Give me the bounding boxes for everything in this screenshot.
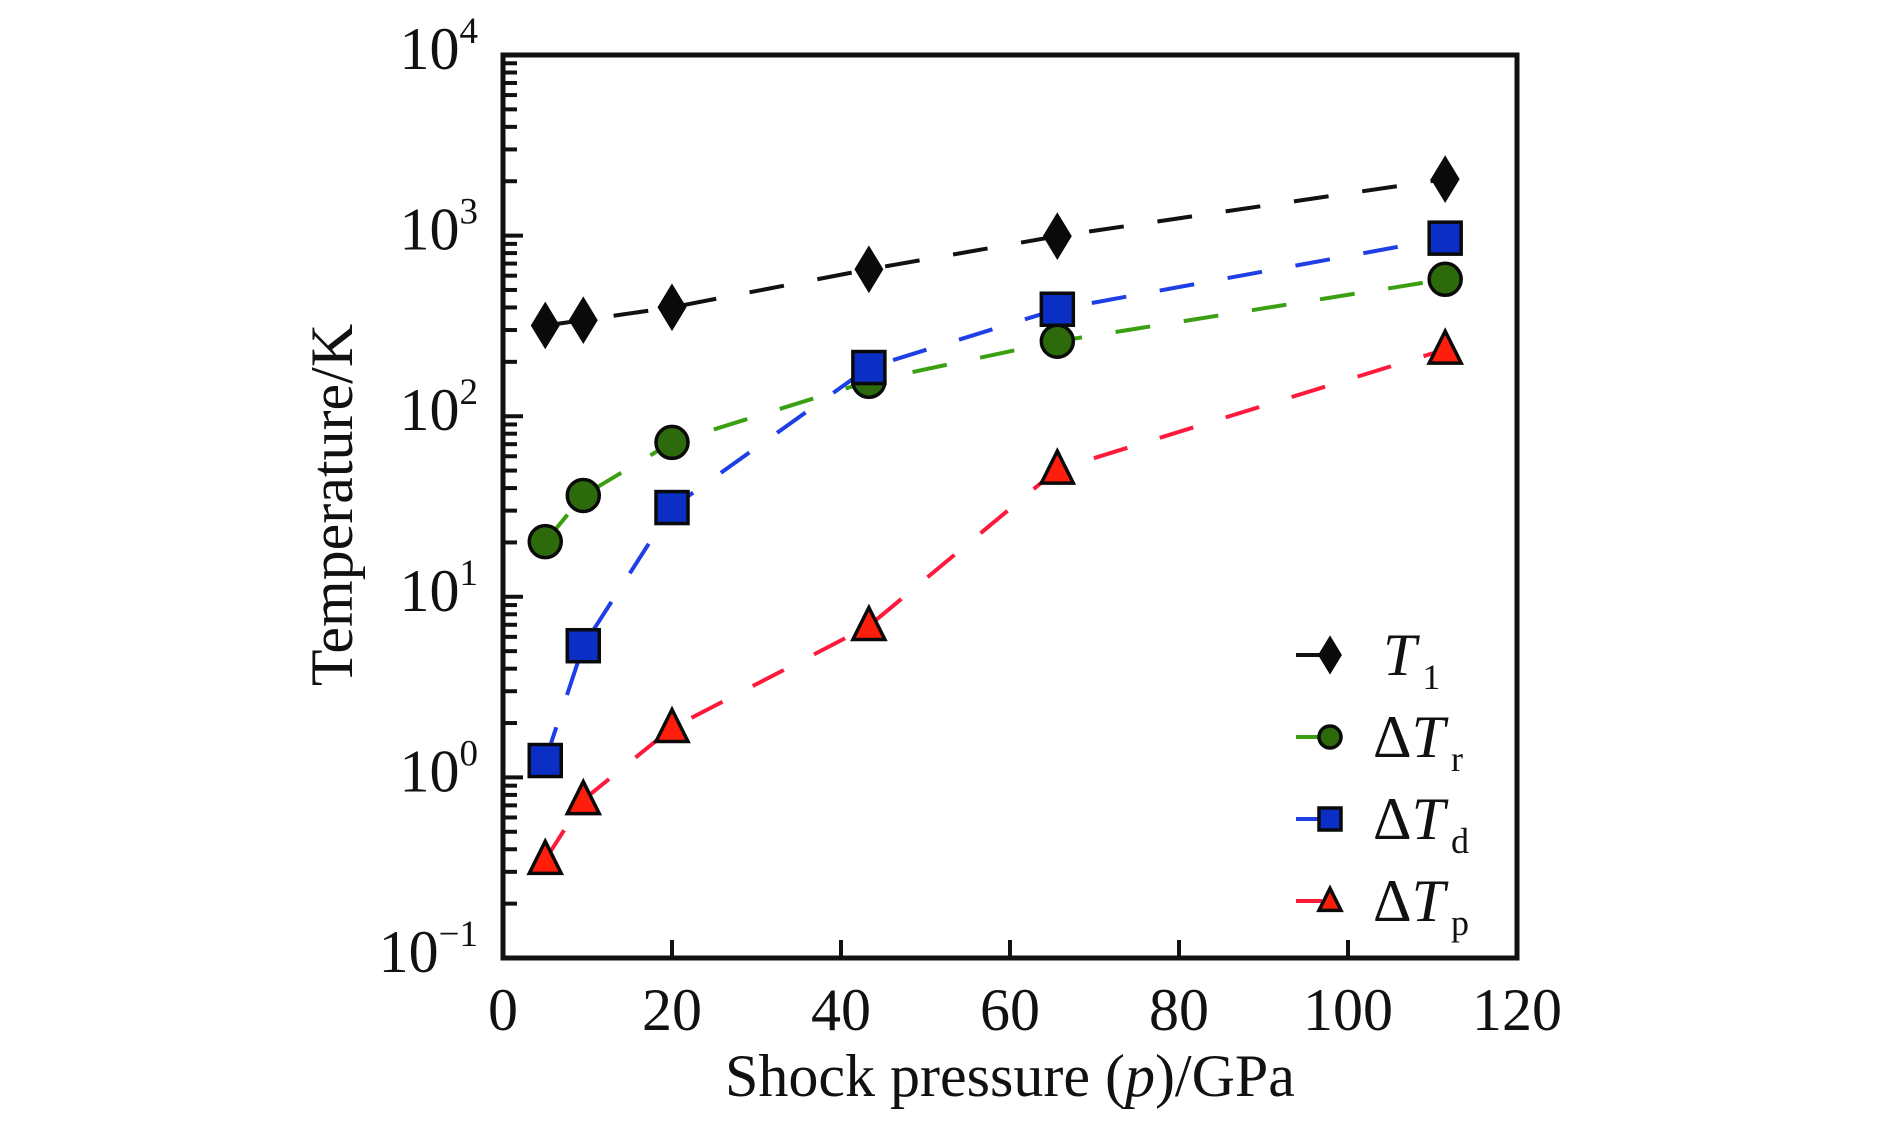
- series-line-square: [543, 236, 1446, 762]
- data-point-circle: [654, 424, 690, 461]
- legend-label-variable: T: [1412, 786, 1449, 852]
- x-axis-title-part-3: )/GPa: [1155, 1043, 1295, 1109]
- data-point-square: [654, 489, 690, 526]
- y-tick-label-base: 10: [379, 919, 439, 985]
- y-tick-label: 100: [400, 733, 479, 804]
- legend-label-subscript: r: [1451, 739, 1463, 779]
- x-tick-label: 0: [488, 977, 518, 1043]
- x-axis-ticks: 0 20 40 60 80 100 120: [488, 940, 1562, 1043]
- y-tick-label: 101: [400, 553, 479, 624]
- y-tick-label: 103: [400, 192, 479, 263]
- x-tick-label: 20: [642, 977, 702, 1043]
- legend-label: ΔT p: [1373, 868, 1469, 943]
- y-tick-label: 102: [400, 372, 479, 443]
- legend-label: ΔT d: [1373, 786, 1469, 861]
- y-tick-label: 10−1: [379, 914, 478, 985]
- data-point-square: [527, 742, 563, 779]
- legend-marker-square: [1317, 806, 1343, 832]
- x-tick-label: 80: [1149, 977, 1209, 1043]
- y-tick-label-exponent: 0: [460, 733, 479, 774]
- y-tick-label-base: 10: [400, 377, 460, 443]
- data-point-diamond: [854, 245, 884, 294]
- y-tick-label-base: 10: [400, 16, 460, 82]
- data-point-diamond: [530, 301, 560, 350]
- data-point-diamond: [1042, 212, 1072, 260]
- series-markers-square: [527, 220, 1463, 779]
- data-point-triangle: [1038, 447, 1077, 485]
- data-point-triangle: [653, 705, 691, 744]
- legend-marker-circle: [1317, 724, 1343, 750]
- series-markers: [526, 155, 1465, 876]
- data-point-square: [1039, 291, 1076, 328]
- series-markers-diamond: [530, 155, 1460, 350]
- x-axis-title: Shock pressure (p)/GPa: [725, 1043, 1295, 1109]
- data-point-diamond: [568, 296, 598, 345]
- series-markers-triangle: [526, 327, 1465, 876]
- y-tick-label-exponent: −1: [439, 914, 478, 955]
- y-tick-label-exponent: 2: [460, 372, 479, 413]
- legend-label-subscript: d: [1451, 821, 1469, 861]
- series-line-circle: [543, 277, 1446, 543]
- y-tick-label-base: 10: [400, 197, 460, 263]
- data-point-circle: [565, 477, 602, 514]
- legend-marker-triangle: [1316, 884, 1344, 913]
- series-line-triangle: [543, 347, 1446, 861]
- data-point-triangle: [526, 837, 565, 876]
- y-tick-label: 104: [400, 11, 479, 82]
- y-tick-label-exponent: 4: [460, 11, 479, 52]
- legend-label-subscript: 1: [1422, 657, 1440, 697]
- legend-item: ΔT d: [1296, 786, 1469, 861]
- legend: T 1ΔT rΔT dΔT p: [1296, 622, 1469, 943]
- data-point-square: [851, 349, 887, 386]
- y-tick-label-exponent: 3: [460, 192, 479, 233]
- data-point-diamond: [657, 283, 687, 332]
- data-point-square: [565, 627, 602, 664]
- data-point-diamond: [1430, 155, 1460, 203]
- data-point-square: [1427, 220, 1463, 256]
- data-point-circle: [1039, 323, 1076, 360]
- x-tick-label: 120: [1472, 977, 1562, 1043]
- legend-label-delta: Δ: [1373, 704, 1412, 770]
- legend-label-variable: T: [1383, 622, 1420, 688]
- legend-marker-diamond: [1318, 635, 1342, 675]
- data-point-circle: [1427, 261, 1463, 298]
- legend-label-variable: T: [1412, 704, 1449, 770]
- y-tick-label-base: 10: [400, 738, 460, 804]
- data-point-circle: [527, 523, 563, 560]
- data-point-triangle: [564, 777, 603, 816]
- x-tick-label: 100: [1303, 977, 1393, 1043]
- x-axis-title-part-1: Shock pressure (: [725, 1043, 1125, 1109]
- legend-item: ΔT p: [1296, 868, 1469, 943]
- x-axis-title-variable: p: [1121, 1043, 1155, 1109]
- y-axis-title: Temperature/K: [299, 324, 365, 686]
- x-tick-label: 60: [980, 977, 1040, 1043]
- y-tick-label-base: 10: [400, 558, 460, 624]
- legend-item: ΔT r: [1296, 704, 1463, 779]
- y-tick-label-exponent: 1: [460, 553, 479, 594]
- legend-label: ΔT r: [1373, 704, 1463, 779]
- legend-label-delta: Δ: [1373, 868, 1412, 934]
- legend-label-variable: T: [1412, 868, 1449, 934]
- x-tick-label: 40: [811, 977, 871, 1043]
- legend-label-subscript: p: [1451, 903, 1469, 943]
- data-point-triangle: [1426, 327, 1465, 365]
- legend-label-delta: Δ: [1373, 786, 1412, 852]
- data-point-triangle: [850, 603, 888, 642]
